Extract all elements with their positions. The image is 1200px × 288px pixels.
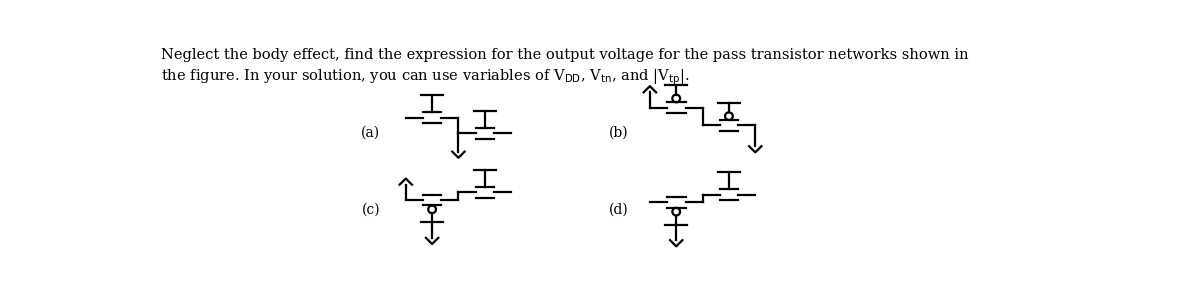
Text: (d): (d) (610, 203, 629, 217)
Text: Neglect the body effect, find the expression for the output voltage for the pass: Neglect the body effect, find the expres… (161, 48, 968, 62)
Text: (c): (c) (361, 203, 380, 217)
Text: (b): (b) (610, 126, 629, 140)
Text: the figure. In your solution, you can use variables of V$_{\rm DD}$, V$_{\rm tn}: the figure. In your solution, you can us… (161, 67, 689, 86)
Text: (a): (a) (361, 126, 380, 140)
